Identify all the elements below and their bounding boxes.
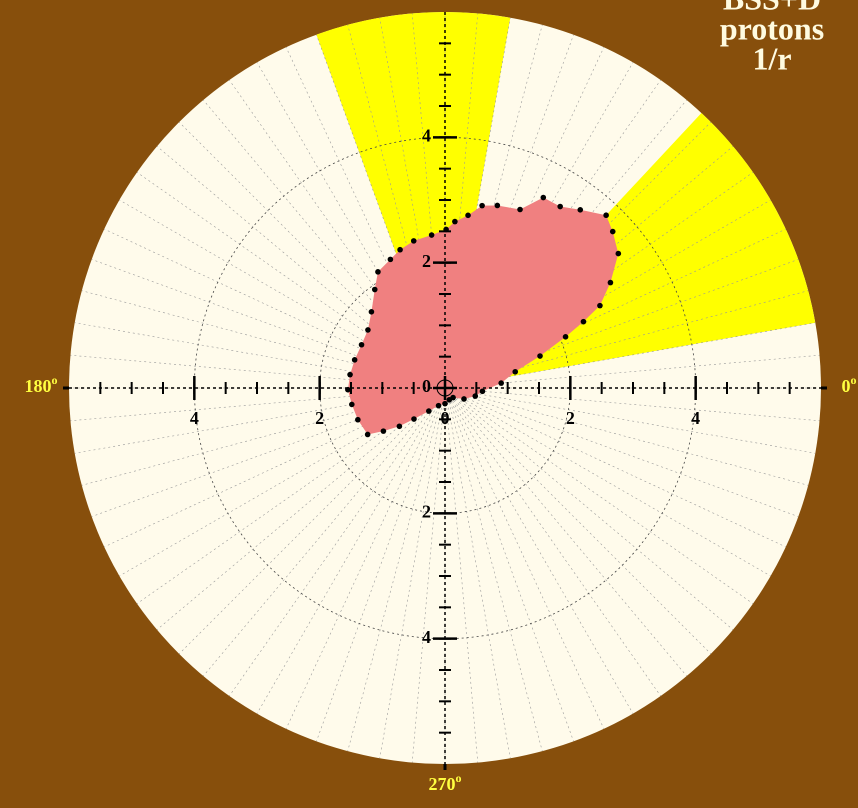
angle-label-value: 180 (25, 376, 52, 396)
data-point (580, 318, 587, 325)
data-point (375, 269, 381, 275)
data-point (498, 380, 504, 386)
data-point (603, 212, 609, 219)
data-point (371, 286, 378, 293)
data-point (380, 428, 387, 434)
angle-unit: o (456, 771, 462, 785)
angle-label-value: 270 (429, 774, 456, 794)
x-tick-label: 2 (315, 408, 324, 428)
title-line: 1/r (752, 40, 791, 76)
x-tick-label: 0 (441, 408, 450, 428)
y-tick-label: 2 (422, 251, 431, 271)
data-point (365, 327, 371, 333)
data-point (387, 256, 394, 263)
title-line: protons (720, 10, 824, 46)
data-point (410, 238, 417, 244)
angle-unit: o (851, 373, 857, 387)
data-point (443, 226, 449, 233)
y-tick-label: 2 (422, 501, 431, 521)
data-point (517, 206, 523, 213)
x-tick-label: 4 (190, 408, 199, 428)
x-tick-label: 4 (691, 408, 700, 428)
data-point (450, 394, 456, 401)
data-point (472, 393, 479, 399)
data-point (435, 402, 442, 409)
data-point (537, 353, 543, 359)
data-point (396, 423, 403, 430)
data-point (411, 416, 417, 422)
x-tick-label: 2 (566, 408, 575, 428)
y-tick-label: 4 (422, 627, 431, 647)
data-point (607, 279, 614, 286)
y-tick-label: 4 (422, 125, 431, 145)
angle-label: 270o (429, 771, 462, 794)
data-point (461, 396, 467, 402)
data-point (540, 194, 547, 201)
data-point (428, 232, 435, 238)
data-point (597, 302, 603, 309)
data-point (349, 401, 355, 408)
data-point (355, 416, 361, 423)
data-point (364, 431, 371, 438)
data-point (347, 371, 353, 378)
data-point (562, 334, 569, 340)
data-point (479, 388, 486, 395)
angle-label: 0o (842, 373, 857, 396)
data-point (494, 202, 501, 209)
data-point (512, 368, 519, 375)
data-point (442, 400, 448, 407)
data-point (615, 250, 622, 257)
title-line: BSS+D (723, 0, 821, 16)
data-point (577, 207, 584, 213)
data-point (452, 218, 458, 225)
highlight-sector (316, 11, 511, 388)
data-point (368, 309, 375, 315)
angle-label: 180o (25, 373, 58, 396)
data-point (345, 386, 351, 393)
data-point (426, 408, 432, 414)
angle-label-value: 0 (842, 376, 851, 396)
data-point (397, 246, 403, 253)
data-point (479, 202, 485, 209)
angle-unit: o (52, 373, 58, 387)
y-tick-label: 0 (422, 376, 431, 396)
data-area (347, 197, 619, 435)
data-point (358, 341, 365, 348)
data-point (557, 203, 563, 210)
origin-marker (436, 379, 454, 397)
data-point (465, 212, 471, 219)
data-point (351, 357, 358, 363)
data-point (609, 228, 616, 235)
